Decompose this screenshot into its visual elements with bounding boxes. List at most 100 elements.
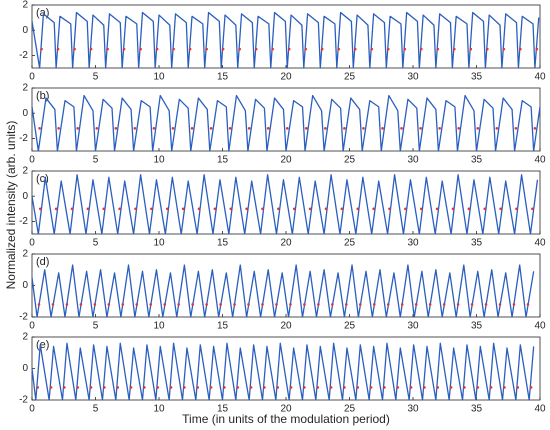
x-tick-label: 0 bbox=[29, 238, 35, 249]
marker-dot bbox=[36, 386, 40, 389]
marker-dot bbox=[358, 303, 362, 306]
y-tick-label: 2 bbox=[22, 332, 28, 343]
panel: 0 5 10 15 20 25 30 35 40-202(e) bbox=[19, 332, 546, 415]
marker-dot bbox=[498, 303, 502, 306]
series-line bbox=[31, 174, 539, 235]
x-tick-label: 35 bbox=[471, 155, 483, 166]
marker-dot bbox=[70, 207, 74, 211]
marker-dot bbox=[489, 386, 493, 389]
marker-dot bbox=[121, 303, 125, 306]
marker-dot bbox=[324, 127, 327, 130]
marker-dot bbox=[353, 47, 357, 51]
marker-dot bbox=[73, 47, 76, 51]
marker-dot bbox=[135, 303, 139, 306]
marker-dot bbox=[467, 207, 471, 211]
x-axis-title: Time (in units of the modulation period) bbox=[182, 412, 390, 426]
marker-dot bbox=[356, 207, 360, 211]
marker-dot bbox=[209, 127, 213, 130]
series-line bbox=[31, 264, 535, 318]
x-tick-label: 30 bbox=[407, 238, 419, 249]
series-line bbox=[31, 11, 540, 69]
y-tick-label: -2 bbox=[19, 395, 28, 406]
marker-dot bbox=[337, 47, 341, 51]
panel: 0 5 10 15 20 25 30 35 40-202(b) bbox=[19, 83, 546, 166]
marker-dot bbox=[172, 47, 175, 51]
marker-dot bbox=[419, 207, 423, 211]
marker-dot bbox=[188, 47, 192, 51]
x-tick-label: 15 bbox=[217, 238, 229, 249]
marker-dot bbox=[403, 47, 407, 51]
marker-dot bbox=[331, 303, 334, 306]
marker-dot bbox=[277, 207, 280, 211]
marker-dot bbox=[435, 207, 439, 211]
marker-dot bbox=[221, 47, 225, 51]
marker-dot bbox=[156, 386, 160, 389]
x-tick-label: 5 bbox=[93, 238, 99, 249]
marker-dot bbox=[197, 207, 201, 211]
marker-dot bbox=[324, 207, 328, 211]
marker-dot bbox=[261, 207, 264, 211]
x-tick-label: 20 bbox=[280, 72, 292, 83]
marker-dot bbox=[139, 47, 142, 51]
y-tick-label: 0 bbox=[22, 108, 28, 119]
marker-dot bbox=[451, 207, 455, 211]
marker-dot bbox=[223, 386, 226, 389]
marker-dot bbox=[169, 386, 173, 389]
marker-dot bbox=[502, 47, 506, 51]
marker-dot bbox=[163, 303, 167, 306]
marker-dot bbox=[122, 47, 126, 51]
marker-dot bbox=[149, 303, 153, 306]
marker-dot bbox=[54, 207, 58, 211]
marker-dot bbox=[303, 303, 306, 306]
marker-dot bbox=[356, 386, 360, 389]
marker-dot bbox=[76, 386, 80, 389]
y-tick-label: 2 bbox=[22, 83, 28, 94]
marker-dot bbox=[529, 386, 533, 389]
marker-dot bbox=[329, 386, 333, 389]
marker-dot bbox=[57, 127, 60, 130]
marker-dot bbox=[316, 386, 320, 389]
series-line bbox=[31, 342, 535, 401]
marker-dot bbox=[129, 386, 133, 389]
x-tick-label: 25 bbox=[344, 155, 356, 166]
x-tick-label: 15 bbox=[217, 321, 229, 332]
marker-dot bbox=[233, 303, 236, 306]
marker-dot bbox=[89, 47, 93, 51]
x-tick-label: 30 bbox=[407, 404, 419, 415]
marker-dot bbox=[383, 386, 386, 389]
marker-dot bbox=[470, 303, 474, 306]
marker-dot bbox=[442, 303, 446, 306]
marker-dot bbox=[292, 207, 296, 211]
marker-dot bbox=[247, 303, 250, 306]
marker-dot bbox=[150, 207, 153, 211]
marker-dot bbox=[370, 47, 374, 51]
marker-dot bbox=[181, 207, 185, 211]
x-tick-label: 35 bbox=[471, 321, 483, 332]
y-tick-label: -2 bbox=[19, 133, 28, 144]
marker-dot bbox=[343, 386, 346, 389]
marker-dot bbox=[89, 386, 93, 389]
marker-dot bbox=[340, 207, 344, 211]
x-tick-label: 0 bbox=[29, 72, 35, 83]
x-tick-label: 0 bbox=[29, 321, 35, 332]
marker-dot bbox=[238, 47, 241, 51]
marker-dot bbox=[247, 127, 251, 130]
marker-dot bbox=[152, 127, 156, 130]
marker-dot bbox=[38, 127, 41, 130]
x-tick-label: 35 bbox=[471, 238, 483, 249]
marker-dot bbox=[305, 127, 308, 130]
marker-dot bbox=[320, 47, 324, 51]
marker-dot bbox=[503, 386, 506, 389]
marker-dot bbox=[476, 127, 480, 130]
marker-dot bbox=[79, 303, 83, 306]
marker-dot bbox=[428, 303, 432, 306]
marker-dot bbox=[63, 386, 66, 389]
marker-dot bbox=[484, 303, 488, 306]
y-tick-label: -2 bbox=[19, 216, 28, 227]
marker-dot bbox=[266, 127, 270, 130]
marker-dot bbox=[308, 207, 312, 211]
marker-dot bbox=[419, 47, 423, 51]
marker-dot bbox=[205, 47, 208, 51]
x-tick-label: 0 bbox=[29, 155, 35, 166]
x-tick-label: 10 bbox=[153, 238, 165, 249]
